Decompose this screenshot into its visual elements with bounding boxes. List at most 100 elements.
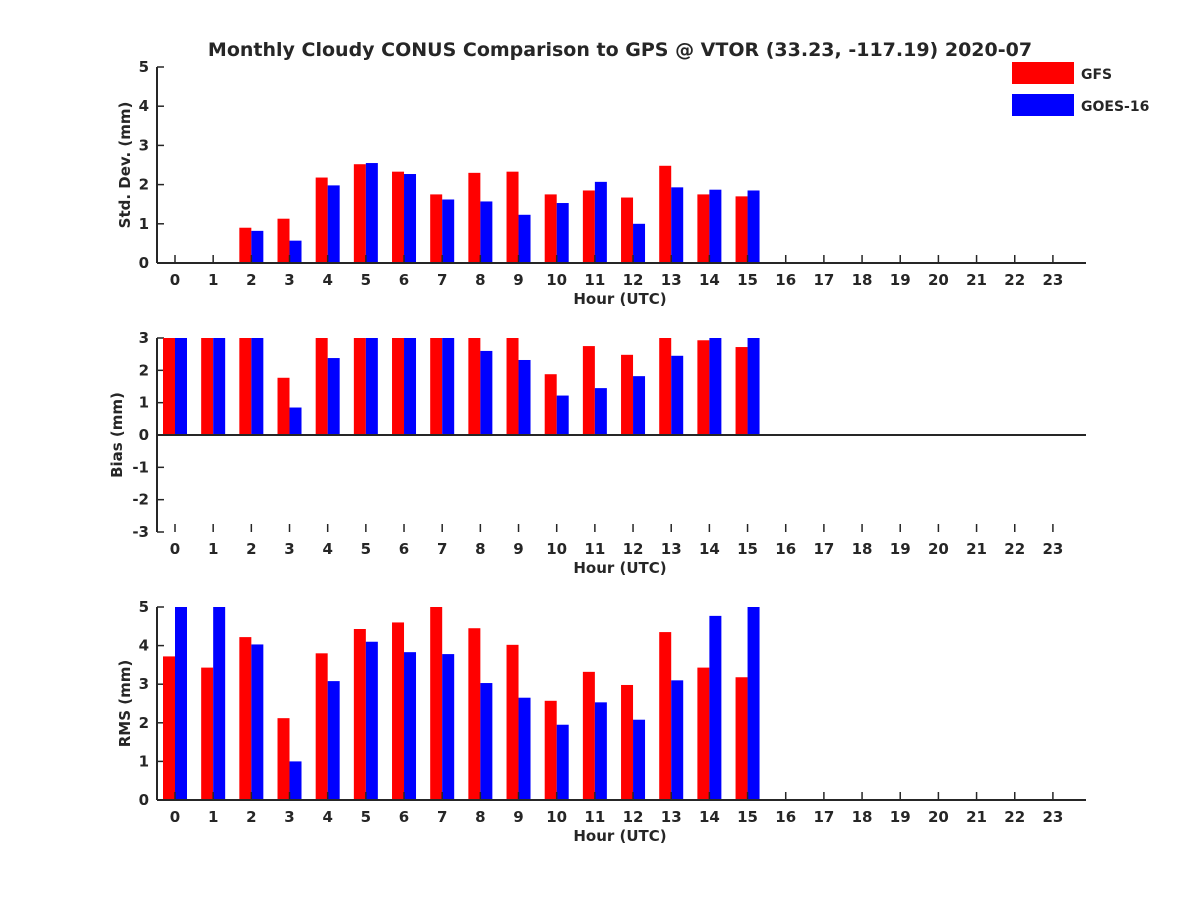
- bar-goes-16-h2: [251, 338, 264, 435]
- x-tick-label: 17: [813, 271, 834, 289]
- x-tick-label: 18: [852, 271, 873, 289]
- legend-label-gfs: GFS: [1081, 67, 1112, 83]
- bar-gfs-h13: [659, 632, 672, 800]
- bar-gfs-h10: [544, 700, 557, 800]
- x-axis-label: Hour (UTC): [573, 559, 666, 577]
- bar-gfs-h14: [697, 340, 710, 435]
- x-tick-label: 5: [361, 808, 371, 826]
- bar-gfs-h7: [430, 194, 443, 263]
- bar-goes-16-h11: [594, 702, 607, 800]
- y-axis-label: Bias (mm): [108, 392, 126, 478]
- bar-gfs-h7: [430, 607, 443, 800]
- x-tick-label: 7: [437, 808, 447, 826]
- bar-gfs-h1: [201, 338, 214, 435]
- bar-gfs-h5: [353, 338, 366, 435]
- y-tick-label: 2: [139, 176, 149, 194]
- x-tick-label: 9: [513, 540, 523, 558]
- bar-gfs-h14: [697, 667, 710, 800]
- bar-goes-16-h5: [365, 641, 378, 800]
- bar-goes-16-h4: [327, 358, 340, 435]
- y-tick-label: 5: [139, 598, 149, 616]
- x-tick-label: 2: [246, 540, 256, 558]
- bar-goes-16-h3: [289, 761, 302, 800]
- bar-goes-16-h11: [594, 181, 607, 263]
- bar-gfs-h6: [392, 171, 405, 263]
- bar-goes-16-h7: [442, 338, 455, 435]
- y-tick-label: 2: [139, 361, 149, 379]
- x-tick-label: 15: [737, 540, 758, 558]
- x-tick-label: 6: [399, 540, 409, 558]
- bar-gfs-h2: [239, 338, 252, 435]
- bar-gfs-h9: [506, 644, 519, 800]
- bar-goes-16-h12: [633, 376, 646, 435]
- x-tick-label: 1: [208, 271, 218, 289]
- bar-gfs-h0: [163, 656, 175, 800]
- x-tick-label: 14: [699, 540, 720, 558]
- y-tick-label: 1: [139, 752, 149, 770]
- x-tick-label: 2: [246, 808, 256, 826]
- x-tick-label: 0: [170, 808, 180, 826]
- x-tick-label: 14: [699, 271, 720, 289]
- y-tick-label: 0: [139, 791, 149, 809]
- bar-goes-16-h5: [365, 163, 378, 263]
- x-tick-label: 22: [1004, 808, 1025, 826]
- y-tick-label: 0: [139, 426, 149, 444]
- bar-gfs-h8: [468, 172, 481, 263]
- x-tick-label: 22: [1004, 271, 1025, 289]
- bar-gfs-h5: [353, 629, 366, 800]
- bar-goes-16-h4: [327, 185, 340, 263]
- bar-gfs-h15: [735, 347, 748, 435]
- x-tick-label: 14: [699, 808, 720, 826]
- y-tick-label: 3: [139, 329, 149, 347]
- bar-gfs-h9: [506, 338, 519, 435]
- bar-goes-16-h13: [671, 355, 684, 435]
- bar-goes-16-h7: [442, 199, 455, 263]
- bar-gfs-h7: [430, 338, 443, 435]
- x-tick-label: 21: [966, 808, 987, 826]
- bar-gfs-h0: [163, 338, 175, 435]
- bar-goes-16-h10: [556, 203, 569, 263]
- x-tick-label: 7: [437, 271, 447, 289]
- x-tick-label: 18: [852, 540, 873, 558]
- x-tick-label: 3: [284, 540, 294, 558]
- x-axis-label: Hour (UTC): [573, 290, 666, 308]
- bar-goes-16-h2: [251, 230, 264, 263]
- y-tick-label: 4: [139, 637, 149, 655]
- bar-goes-16-h9: [518, 214, 531, 263]
- y-tick-label: 1: [139, 394, 149, 412]
- legend-swatch-goes16: [1012, 94, 1074, 116]
- x-tick-label: 7: [437, 540, 447, 558]
- bar-goes-16-h12: [633, 719, 646, 800]
- x-tick-label: 1: [208, 540, 218, 558]
- bar-gfs-h2: [239, 637, 252, 800]
- x-tick-label: 10: [546, 808, 567, 826]
- y-tick-label: 0: [139, 254, 149, 272]
- bar-gfs-h15: [735, 196, 748, 263]
- x-tick-label: 11: [584, 808, 605, 826]
- bar-goes-16-h15: [747, 607, 760, 800]
- bar-gfs-h9: [506, 171, 519, 263]
- bar-goes-16-h6: [404, 652, 417, 800]
- bar-gfs-h6: [392, 622, 405, 800]
- bar-goes-16-h10: [556, 395, 569, 435]
- x-tick-label: 12: [623, 540, 644, 558]
- y-tick-label: 3: [139, 675, 149, 693]
- bar-goes-16-h4: [327, 681, 340, 800]
- y-tick-label: 4: [139, 97, 149, 115]
- bar-goes-16-h12: [633, 223, 646, 263]
- bar-gfs-h5: [353, 164, 366, 263]
- x-tick-label: 8: [475, 271, 485, 289]
- x-tick-label: 21: [966, 540, 987, 558]
- bar-gfs-h10: [544, 194, 557, 263]
- bar-goes-16-h3: [289, 407, 302, 435]
- x-tick-label: 19: [890, 271, 911, 289]
- x-tick-label: 17: [813, 540, 834, 558]
- bar-goes-16-h9: [518, 697, 531, 800]
- x-tick-label: 10: [546, 540, 567, 558]
- bar-goes-16-h10: [556, 724, 569, 800]
- bar-goes-16-h8: [480, 683, 493, 800]
- x-tick-label: 8: [475, 540, 485, 558]
- x-tick-label: 20: [928, 540, 949, 558]
